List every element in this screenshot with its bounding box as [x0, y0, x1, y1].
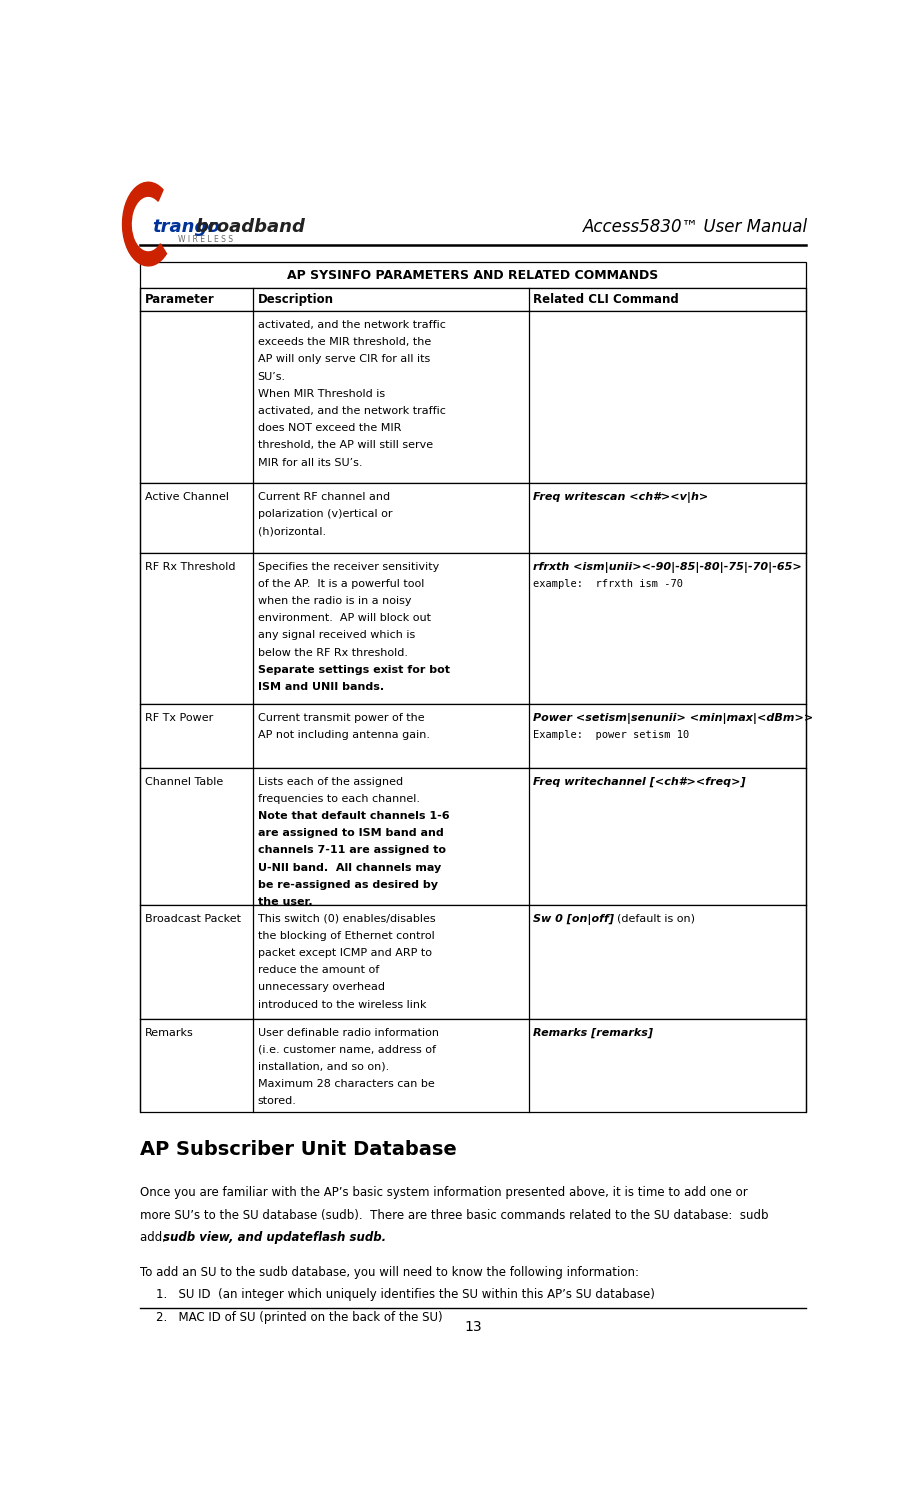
Text: environment.  AP will block out: environment. AP will block out	[258, 613, 431, 623]
Text: (default is on): (default is on)	[610, 913, 695, 924]
Bar	[140, 768, 806, 905]
Text: when the radio is in a noisy: when the radio is in a noisy	[258, 596, 412, 607]
Text: channels 7-11 are assigned to: channels 7-11 are assigned to	[258, 845, 446, 856]
Text: Access5830™ User Manual: Access5830™ User Manual	[582, 219, 808, 237]
Text: AP Subscriber Unit Database: AP Subscriber Unit Database	[140, 1139, 457, 1159]
Text: Example:  power setism 10: Example: power setism 10	[533, 730, 689, 739]
Text: packet except ICMP and ARP to: packet except ICMP and ARP to	[258, 948, 432, 958]
Text: unnecessary overhead: unnecessary overhead	[258, 982, 385, 993]
Text: more SU’s to the SU database (sudb).  There are three basic commands related to : more SU’s to the SU database (sudb). The…	[140, 1209, 769, 1222]
Text: stored.: stored.	[258, 1097, 296, 1106]
Text: rfrxth <ism|unii><-90|-85|-80|-75|-70|-65>: rfrxth <ism|unii><-90|-85|-80|-75|-70|-6…	[533, 561, 802, 572]
Text: Remarks [remarks]: Remarks [remarks]	[533, 1028, 653, 1038]
Text: Current transmit power of the: Current transmit power of the	[258, 712, 425, 723]
Wedge shape	[123, 183, 166, 266]
Text: below the RF Rx threshold.: below the RF Rx threshold.	[258, 647, 408, 658]
Text: Once you are familiar with the AP’s basic system information presented above, it: Once you are familiar with the AP’s basi…	[140, 1186, 749, 1200]
Text: polarization (v)ertical or: polarization (v)ertical or	[258, 509, 392, 519]
Text: Maximum 28 characters can be: Maximum 28 characters can be	[258, 1079, 435, 1089]
Text: example:  rfrxth ism -70: example: rfrxth ism -70	[533, 579, 683, 589]
Text: (i.e. customer name, address of: (i.e. customer name, address of	[258, 1044, 436, 1055]
Text: installation, and so on).: installation, and so on).	[258, 1062, 389, 1071]
Text: 13: 13	[464, 1320, 482, 1334]
Text: introduced to the wireless link: introduced to the wireless link	[258, 999, 426, 1010]
Text: add,: add,	[140, 1231, 170, 1245]
Bar	[140, 552, 806, 703]
Bar	[140, 263, 806, 288]
Text: This switch (0) enables/disables: This switch (0) enables/disables	[258, 913, 436, 924]
Text: any signal received which is: any signal received which is	[258, 631, 415, 640]
Text: ISM and UNII bands.: ISM and UNII bands.	[258, 682, 384, 693]
Text: Remarks: Remarks	[145, 1028, 194, 1038]
Text: are assigned to ISM band and: are assigned to ISM band and	[258, 828, 443, 837]
Text: Parameter: Parameter	[145, 293, 214, 306]
Text: Description: Description	[258, 293, 334, 306]
Text: Lists each of the assigned: Lists each of the assigned	[258, 777, 402, 786]
Text: W I R E L E S S: W I R E L E S S	[177, 234, 233, 243]
Text: exceeds the MIR threshold, the: exceeds the MIR threshold, the	[258, 337, 431, 347]
Text: Separate settings exist for bot: Separate settings exist for bot	[258, 665, 450, 675]
Text: Note that default channels 1-6: Note that default channels 1-6	[258, 810, 450, 821]
Bar	[140, 703, 806, 768]
Text: reduce the amount of: reduce the amount of	[258, 966, 379, 975]
Text: U-NII band.  All channels may: U-NII band. All channels may	[258, 863, 441, 872]
Text: To add an SU to the sudb database, you will need to know the following informati: To add an SU to the sudb database, you w…	[140, 1266, 640, 1278]
Text: Specifies the receiver sensitivity: Specifies the receiver sensitivity	[258, 561, 439, 572]
Text: Current RF channel and: Current RF channel and	[258, 492, 390, 502]
Text: SU’s.: SU’s.	[258, 371, 286, 382]
Text: AP SYSINFO PARAMETERS AND RELATED COMMANDS: AP SYSINFO PARAMETERS AND RELATED COMMAN…	[287, 269, 659, 282]
Text: When MIR Threshold is: When MIR Threshold is	[258, 389, 385, 398]
Text: 2.   MAC ID of SU (printed on the back of the SU): 2. MAC ID of SU (printed on the back of …	[156, 1311, 443, 1323]
Text: Freq writescan <ch#><v|h>: Freq writescan <ch#><v|h>	[533, 492, 708, 502]
Text: sudb view, and updateflash sudb.: sudb view, and updateflash sudb.	[162, 1231, 386, 1245]
Text: AP not including antenna gain.: AP not including antenna gain.	[258, 730, 430, 739]
Text: MIR for all its SU’s.: MIR for all its SU’s.	[258, 457, 362, 468]
Text: activated, and the network traffic: activated, and the network traffic	[258, 406, 446, 416]
Text: AP will only serve CIR for all its: AP will only serve CIR for all its	[258, 355, 430, 364]
Bar	[140, 483, 806, 552]
Text: the blocking of Ethernet control: the blocking of Ethernet control	[258, 931, 435, 942]
Text: does NOT exceed the MIR: does NOT exceed the MIR	[258, 423, 402, 433]
Text: Broadcast Packet: Broadcast Packet	[145, 913, 241, 924]
Bar	[140, 288, 806, 311]
Text: Freq writechannel [<ch#><freq>]: Freq writechannel [<ch#><freq>]	[533, 777, 746, 786]
Text: 1.   SU ID  (an integer which uniquely identifies the SU within this AP’s SU dat: 1. SU ID (an integer which uniquely iden…	[156, 1289, 655, 1301]
Text: User definable radio information: User definable radio information	[258, 1028, 438, 1038]
Text: Power <setism|senunii> <min|max|<dBm>>: Power <setism|senunii> <min|max|<dBm>>	[533, 712, 813, 724]
Text: RF Tx Power: RF Tx Power	[145, 712, 213, 723]
Text: of the AP.  It is a powerful tool: of the AP. It is a powerful tool	[258, 579, 424, 589]
Text: activated, and the network traffic: activated, and the network traffic	[258, 320, 446, 330]
Text: broadband: broadband	[196, 219, 306, 237]
Text: RF Rx Threshold: RF Rx Threshold	[145, 561, 235, 572]
Text: be re-assigned as desired by: be re-assigned as desired by	[258, 880, 438, 890]
Bar	[140, 311, 806, 483]
Text: Sw 0 [on|off]: Sw 0 [on|off]	[533, 913, 614, 925]
Bar	[140, 1019, 806, 1112]
Text: trango: trango	[152, 219, 221, 237]
Text: Active Channel: Active Channel	[145, 492, 229, 502]
Text: the user.: the user.	[258, 896, 312, 907]
Text: Channel Table: Channel Table	[145, 777, 223, 786]
Text: frequencies to each channel.: frequencies to each channel.	[258, 794, 420, 804]
Bar	[140, 905, 806, 1019]
Text: (h)orizontal.: (h)orizontal.	[258, 527, 326, 536]
Text: threshold, the AP will still serve: threshold, the AP will still serve	[258, 441, 433, 450]
Text: Related CLI Command: Related CLI Command	[533, 293, 679, 306]
